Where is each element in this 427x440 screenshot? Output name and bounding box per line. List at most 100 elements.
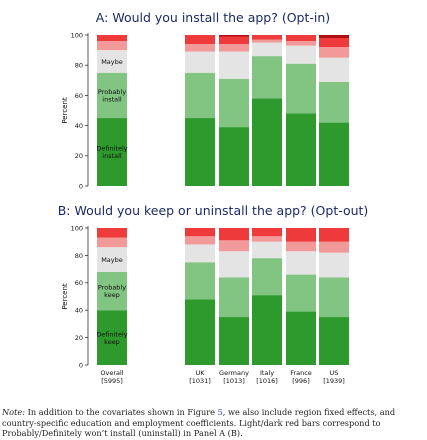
- bar-segment-probably-install: [185, 72, 215, 119]
- y-tick-label: 0: [79, 182, 83, 190]
- bar-segment-probably-install: [97, 72, 127, 119]
- bar-segment-definitely-install: [185, 118, 215, 186]
- y-tick-label: 80: [75, 252, 83, 260]
- y-tick-label: 40: [75, 307, 83, 315]
- y-tick-label: 80: [75, 62, 83, 70]
- bar-inside-label: Maybe: [101, 58, 123, 66]
- y-tick-label: 0: [79, 361, 83, 369]
- y-tick-label: 100: [71, 224, 83, 232]
- x-category-label: Italy: [260, 369, 274, 377]
- bar-segment-probably-keep: [319, 277, 349, 318]
- bar-segment-probably-keep: [219, 277, 249, 318]
- bar-segment-def-not: [319, 228, 349, 242]
- bar-segment-maybe: [185, 244, 215, 263]
- bar-segment-def-not: [185, 228, 215, 237]
- panel-b-opt-out-chart: B: Would you keep or uninstall the app? …: [58, 203, 369, 385]
- x-category-count: [1013]: [223, 377, 245, 385]
- y-tick-label: 20: [75, 334, 83, 342]
- bar-segment-def-not: [286, 35, 316, 42]
- x-category-label: UK: [195, 369, 205, 377]
- bar-segment-maybe: [286, 251, 316, 275]
- bar-segment-probably-keep: [97, 271, 127, 311]
- bar-segment-prob-not: [252, 39, 282, 43]
- bar-segment-probably-install: [286, 63, 316, 114]
- bar-segment-prob-not: [252, 236, 282, 242]
- x-category-count: [1939]: [323, 377, 345, 385]
- bar-segment-prob-not: [286, 41, 316, 46]
- bar-inside-label: Definitely: [96, 330, 127, 338]
- figure-note: Note: In addition to the covariates show…: [2, 407, 425, 439]
- bar-segment-def-not: [252, 35, 282, 40]
- bar-inside-label: Probably: [98, 88, 126, 96]
- bar-inside-label: Probably: [98, 284, 126, 292]
- bar-segment-definitely-keep: [319, 317, 349, 365]
- bar-segment-definitely-install: [252, 98, 282, 186]
- bar-inside-label: Definitely: [96, 145, 127, 153]
- note-text-after: , we also include region fixed effects, …: [2, 407, 396, 438]
- bar-inside-label: install: [102, 96, 122, 104]
- bar-segment-maybe: [97, 50, 127, 73]
- bar-segment-def-not: [252, 228, 282, 237]
- bar-segment-prob-not: [319, 241, 349, 253]
- bar-segment-def-not: [286, 228, 316, 242]
- bar-segment-definitely-install: [97, 118, 127, 186]
- bar-segment-def-not: [185, 35, 215, 45]
- bar-segment-prob-not: [185, 44, 215, 52]
- bar-segment-definitely-keep: [219, 317, 249, 365]
- y-tick-label: 40: [75, 122, 83, 130]
- bar-segment-maybe: [185, 51, 215, 73]
- bar-segment-probably-keep: [185, 262, 215, 300]
- bar-segment-probably-keep: [252, 258, 282, 296]
- bar-segment-def-not: [219, 228, 249, 241]
- bar-inside-label: install: [102, 152, 122, 160]
- bar-segment-probably-install: [252, 56, 282, 99]
- bar-segment-maybe: [319, 57, 349, 82]
- figure: A: Would you install the app? (Opt-in) Pe…: [58, 10, 369, 385]
- x-category-label: France: [290, 369, 312, 377]
- bar-segment-prob-not: [219, 44, 249, 52]
- bar-segment-definitely-keep: [185, 299, 215, 365]
- y-tick-label: 100: [71, 31, 83, 39]
- x-category-label: Overall: [100, 369, 123, 377]
- bar-segment-maybe: [252, 241, 282, 259]
- y-axis-label: Percent: [61, 97, 69, 124]
- bar-segment-prob-not: [185, 236, 215, 245]
- bar-segment-def-not: [97, 35, 127, 42]
- bar-segment-definitely-install: [219, 127, 249, 186]
- bar-segment-definitely-keep: [97, 310, 127, 365]
- bar-segment-maybe: [219, 251, 249, 278]
- y-tick-label: 20: [75, 152, 83, 160]
- bar-segment-def-not: [219, 36, 249, 45]
- bar-segment-definitely-install: [319, 122, 349, 186]
- chart-title: A: Would you install the app? (Opt-in): [96, 10, 330, 25]
- chart-title: B: Would you keep or uninstall the app? …: [58, 203, 369, 218]
- bar-segment-maybe: [252, 42, 282, 57]
- x-category-count: [996]: [292, 377, 309, 385]
- bar-inside-label: Maybe: [101, 256, 123, 264]
- bar-segment-prob-not: [219, 240, 249, 252]
- bar-segment-maybe: [286, 45, 316, 64]
- bar-segment-probably-install: [319, 81, 349, 123]
- y-tick-label: 60: [75, 279, 83, 287]
- bar-segment-definitely-install: [286, 113, 316, 186]
- figure-5-link[interactable]: 5: [217, 407, 223, 417]
- x-category-label: US: [330, 369, 339, 377]
- bar-segment-maybe: [219, 51, 249, 79]
- bar-segment-darkest: [219, 35, 249, 37]
- bar-segment-probably-install: [219, 78, 249, 128]
- x-category-count: [1031]: [189, 377, 211, 385]
- bar-segment-prob-not: [319, 47, 349, 58]
- note-text-before: In addition to the covariates shown in F…: [25, 407, 218, 417]
- bar-segment-maybe: [319, 252, 349, 278]
- bar-segment-def-not: [97, 228, 127, 238]
- bar-inside-label: keep: [104, 291, 120, 299]
- y-tick-label: 60: [75, 92, 83, 100]
- panel-a-opt-in-chart: A: Would you install the app? (Opt-in) Pe…: [61, 10, 349, 190]
- bar-segment-maybe: [97, 247, 127, 272]
- bar-segment-probably-keep: [286, 274, 316, 312]
- bar-segment-darkest: [319, 35, 349, 39]
- bar-segment-prob-not: [286, 241, 316, 252]
- x-category-count: [5995]: [101, 377, 123, 385]
- y-axis-label: Percent: [61, 283, 69, 310]
- bar-inside-label: keep: [104, 338, 120, 346]
